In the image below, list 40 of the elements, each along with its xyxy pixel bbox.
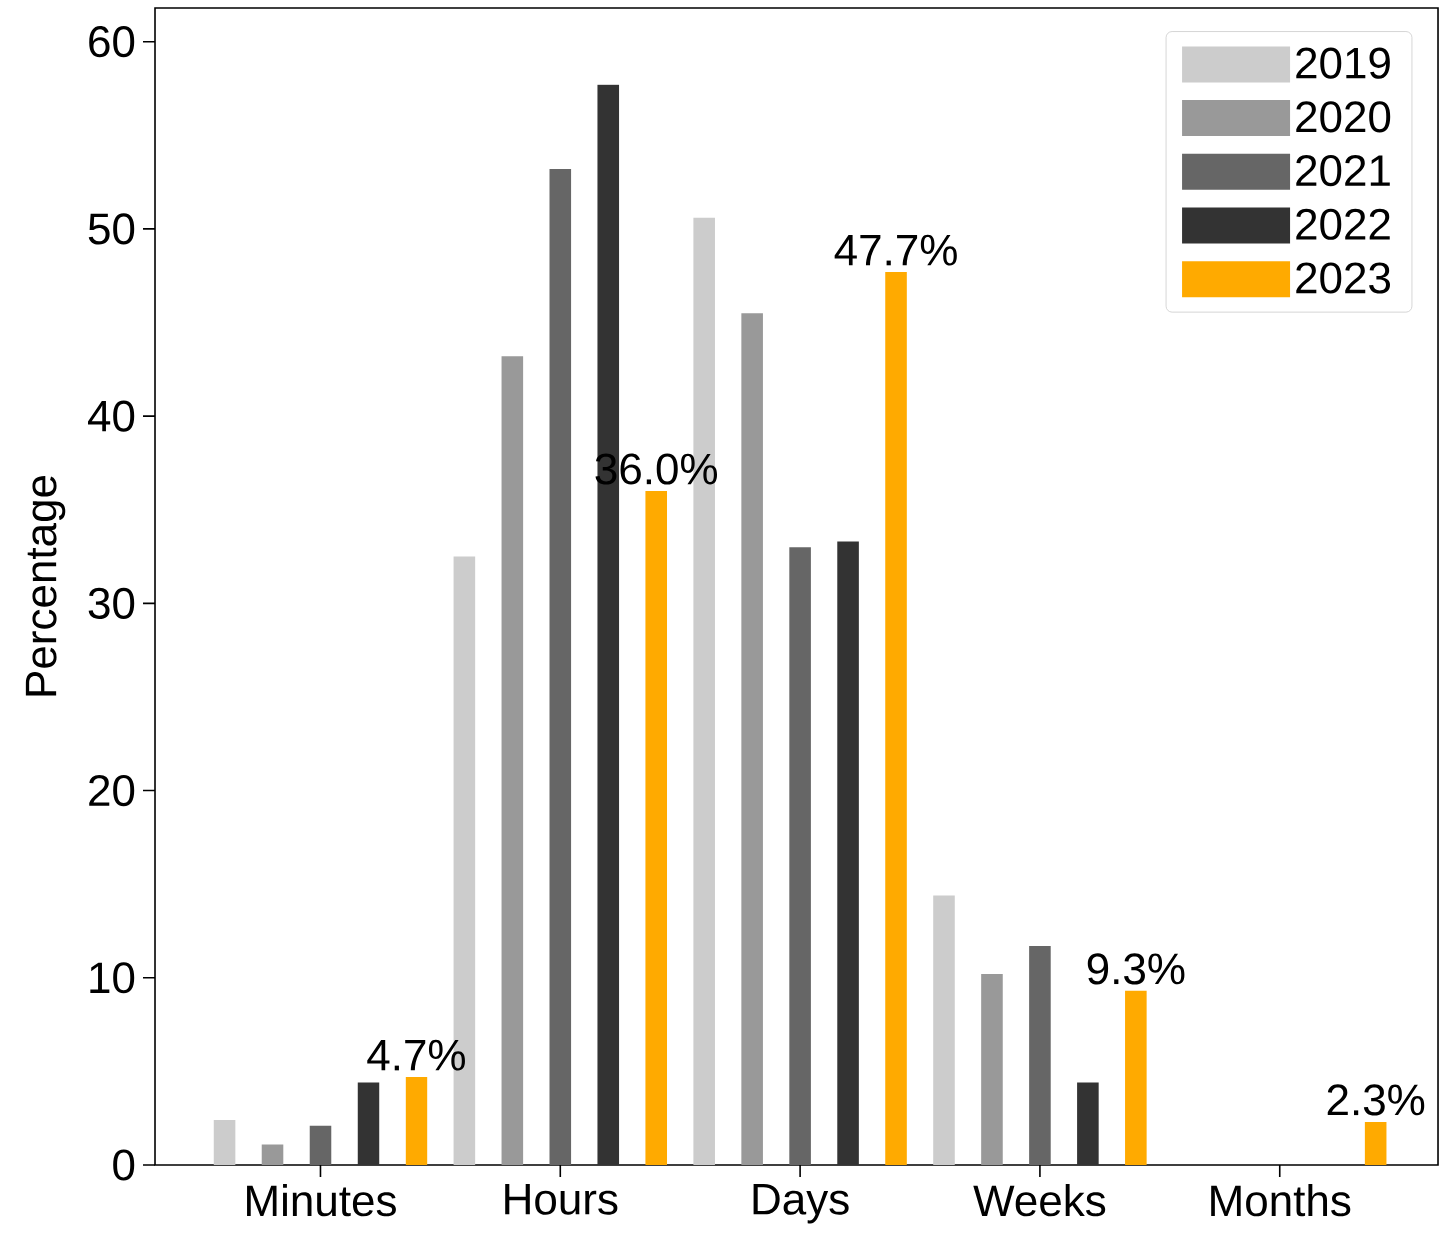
- y-tick-label: 20: [89, 774, 135, 807]
- bar: [1029, 945, 1051, 1165]
- y-tick-label: 40: [88, 400, 135, 432]
- bar: [309, 1125, 332, 1165]
- bar: [981, 974, 1003, 1165]
- bar: [741, 313, 763, 1165]
- x-tick-label: Weeks: [973, 1184, 1106, 1217]
- bar: [357, 1082, 380, 1165]
- bar: [1125, 990, 1147, 1165]
- y-axis-title: Percentage: [25, 475, 66, 696]
- bar: [789, 547, 811, 1165]
- x-tick-label: Hours: [505, 1184, 618, 1215]
- legend-label: 2020: [1296, 101, 1391, 133]
- bar: [837, 541, 859, 1165]
- legend-label: 2019: [1296, 47, 1390, 79]
- legend-label: 2021: [1296, 154, 1390, 187]
- legend-label: 2023: [1296, 262, 1391, 294]
- data-label: 9.3%: [1087, 953, 1185, 985]
- bar: [933, 895, 955, 1165]
- y-tick-label: 10: [90, 962, 135, 994]
- bar: [501, 356, 524, 1165]
- y-tick-label: 30: [88, 587, 135, 619]
- bar: [261, 1144, 284, 1165]
- bar: [549, 168, 572, 1165]
- bar: [645, 491, 668, 1165]
- data-label: 2.3%: [1327, 1084, 1425, 1116]
- data-label: 4.7%: [367, 1039, 465, 1071]
- y-tick-label: 60: [89, 26, 135, 58]
- bar: [1077, 1082, 1099, 1165]
- legend-label: 2022: [1296, 208, 1390, 240]
- data-label: 47.7%: [834, 234, 957, 266]
- x-tick-label: Days: [753, 1184, 849, 1224]
- y-tick-label: 0: [113, 1149, 135, 1181]
- bar: [1364, 1121, 1387, 1165]
- x-tick-label: Months: [1211, 1184, 1351, 1217]
- x-tick-label: Minutes: [247, 1184, 396, 1217]
- bar: [885, 271, 907, 1165]
- y-tick-label: 50: [88, 213, 135, 245]
- bar: [213, 1120, 236, 1165]
- bar: [405, 1076, 428, 1165]
